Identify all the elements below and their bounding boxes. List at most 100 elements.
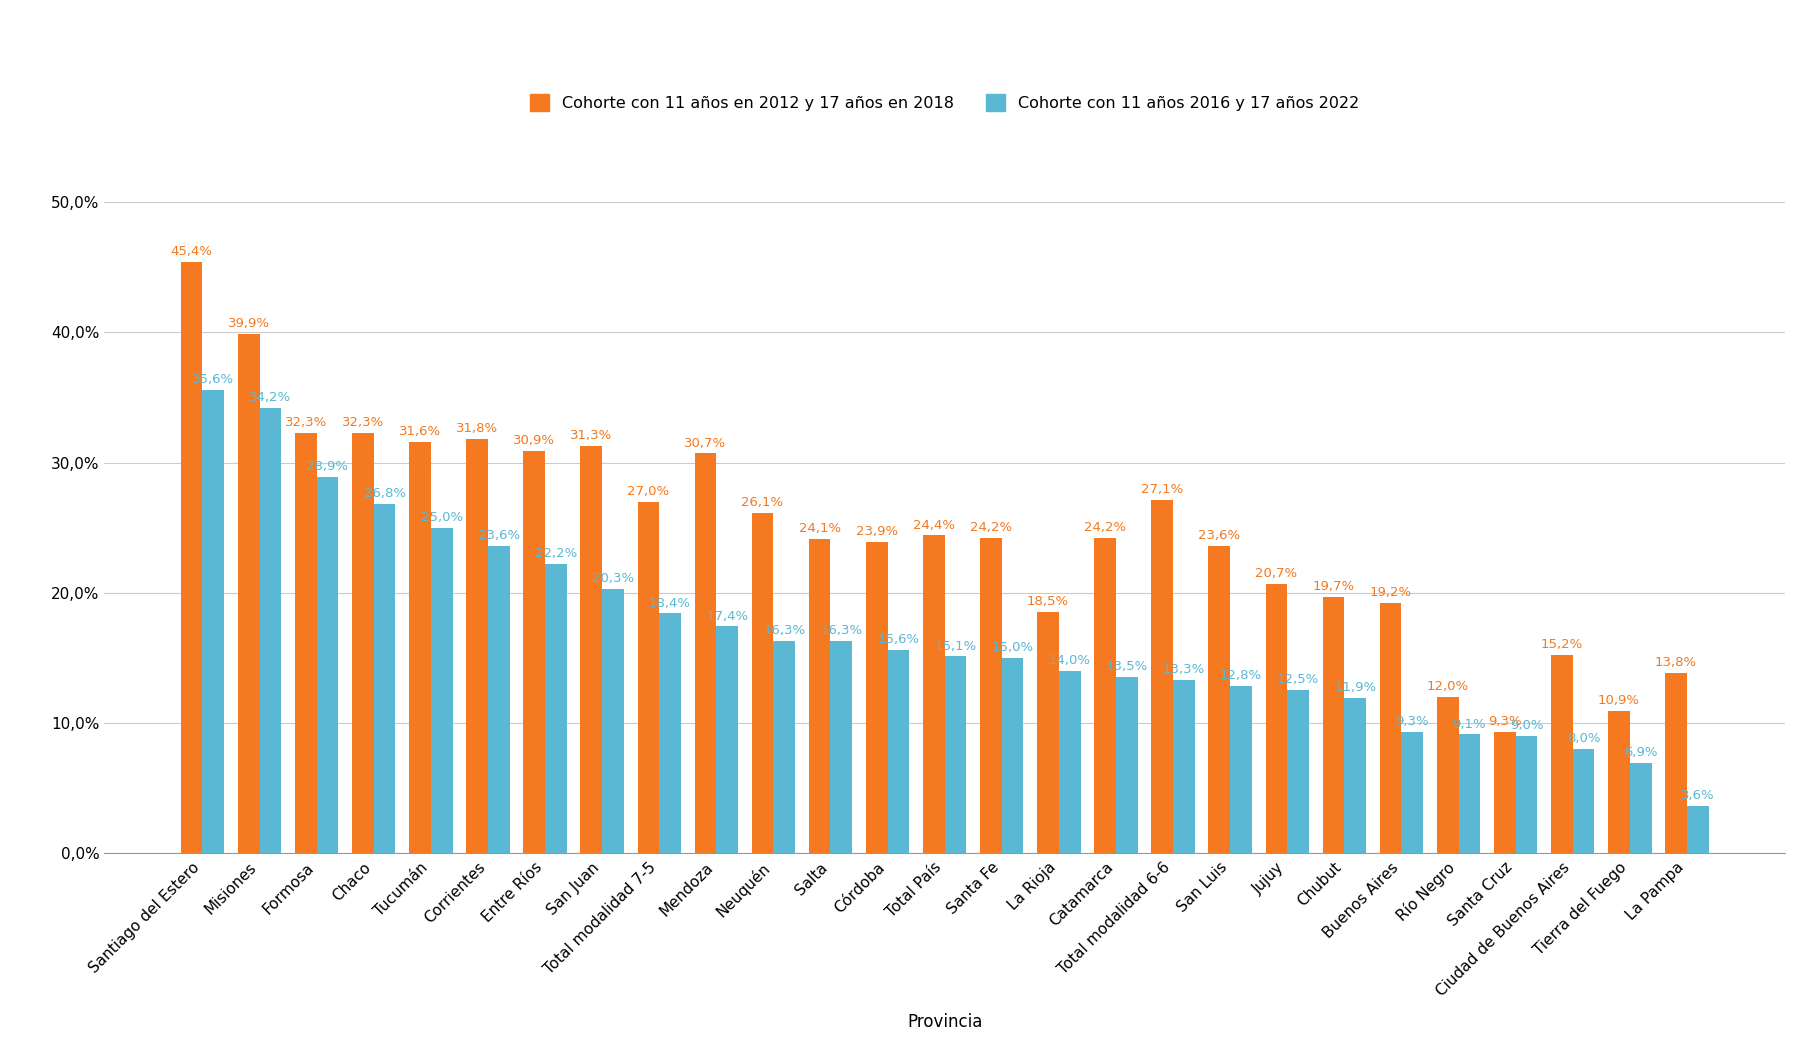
Text: 31,3%: 31,3% — [571, 429, 612, 441]
Text: 30,7%: 30,7% — [684, 436, 727, 450]
Text: 18,5%: 18,5% — [1028, 595, 1069, 609]
Bar — [1003, 658, 1024, 852]
Bar — [1516, 735, 1537, 852]
Text: 24,2%: 24,2% — [970, 521, 1012, 535]
Text: 23,6%: 23,6% — [1199, 529, 1240, 542]
Text: 3,6%: 3,6% — [1681, 789, 1715, 802]
Text: 11,9%: 11,9% — [1334, 681, 1377, 695]
Text: 20,7%: 20,7% — [1255, 567, 1298, 579]
Bar — [1094, 538, 1116, 852]
Text: 13,8%: 13,8% — [1654, 657, 1697, 669]
Bar — [295, 433, 317, 852]
Text: 18,4%: 18,4% — [650, 596, 691, 610]
Bar — [1174, 680, 1195, 852]
Legend: Cohorte con 11 años en 2012 y 17 años en 2018, Cohorte con 11 años 2016 y 17 año: Cohorte con 11 años en 2012 y 17 años en… — [524, 88, 1366, 117]
Bar — [1607, 711, 1629, 852]
Bar — [774, 641, 796, 852]
Bar — [1058, 670, 1080, 852]
Text: 27,0%: 27,0% — [626, 484, 670, 498]
Text: 16,3%: 16,3% — [821, 623, 862, 637]
Bar — [1265, 584, 1287, 852]
Bar — [637, 502, 659, 852]
Text: 45,4%: 45,4% — [171, 246, 212, 258]
Bar — [545, 564, 567, 852]
Text: 24,1%: 24,1% — [799, 522, 841, 536]
Bar — [752, 514, 774, 852]
Text: 32,3%: 32,3% — [342, 415, 383, 429]
Bar — [1687, 806, 1708, 852]
Text: 28,9%: 28,9% — [306, 460, 349, 473]
Text: 39,9%: 39,9% — [227, 317, 270, 329]
Text: 31,8%: 31,8% — [455, 423, 499, 435]
Text: 24,4%: 24,4% — [913, 519, 954, 531]
Bar — [716, 627, 738, 852]
Bar — [659, 613, 680, 852]
Bar — [374, 504, 396, 852]
Text: 13,5%: 13,5% — [1105, 660, 1148, 674]
Bar — [1037, 612, 1058, 852]
Text: 17,4%: 17,4% — [706, 610, 749, 622]
Bar — [1552, 655, 1573, 852]
Text: 32,3%: 32,3% — [284, 415, 328, 429]
Bar — [353, 433, 374, 852]
Text: 22,2%: 22,2% — [535, 547, 578, 561]
Text: 24,2%: 24,2% — [1084, 521, 1127, 535]
Text: 15,1%: 15,1% — [934, 639, 977, 653]
Text: 15,0%: 15,0% — [992, 641, 1033, 654]
Text: 19,7%: 19,7% — [1312, 579, 1355, 593]
Bar — [1381, 604, 1402, 852]
Text: 27,1%: 27,1% — [1141, 483, 1183, 497]
Text: 26,1%: 26,1% — [742, 497, 783, 509]
Bar — [238, 334, 259, 852]
Bar — [1665, 674, 1687, 852]
Text: 12,0%: 12,0% — [1427, 680, 1469, 692]
Text: 8,0%: 8,0% — [1566, 732, 1600, 745]
Text: 34,2%: 34,2% — [250, 391, 292, 404]
Text: 23,6%: 23,6% — [477, 529, 520, 542]
Bar — [866, 542, 887, 852]
Text: 9,3%: 9,3% — [1395, 715, 1429, 728]
Bar — [887, 650, 909, 852]
Text: 12,8%: 12,8% — [1220, 669, 1262, 682]
Text: 23,9%: 23,9% — [855, 525, 898, 538]
Bar — [180, 263, 202, 852]
Bar — [923, 536, 945, 852]
Bar — [317, 477, 338, 852]
Text: 15,2%: 15,2% — [1541, 638, 1582, 652]
Bar — [1287, 690, 1309, 852]
Bar — [580, 446, 603, 852]
Text: 12,5%: 12,5% — [1276, 674, 1319, 686]
Text: 31,6%: 31,6% — [400, 425, 441, 438]
Bar — [1494, 732, 1516, 852]
Text: 10,9%: 10,9% — [1598, 695, 1640, 707]
Bar — [1458, 734, 1480, 852]
Text: 14,0%: 14,0% — [1049, 654, 1091, 666]
Bar — [808, 540, 830, 852]
Text: 9,0%: 9,0% — [1510, 719, 1543, 732]
Bar — [1573, 749, 1595, 852]
Bar — [202, 390, 225, 852]
Text: 26,8%: 26,8% — [364, 487, 405, 500]
Bar — [603, 589, 625, 852]
Bar — [1208, 546, 1229, 852]
Bar — [1402, 732, 1424, 852]
Bar — [830, 641, 851, 852]
Bar — [466, 439, 488, 852]
Text: 9,3%: 9,3% — [1489, 715, 1521, 728]
Bar — [945, 657, 967, 852]
Bar — [430, 527, 452, 852]
Text: 13,3%: 13,3% — [1163, 663, 1204, 676]
Bar — [1323, 596, 1345, 852]
Text: 25,0%: 25,0% — [421, 510, 463, 524]
Bar — [1229, 686, 1251, 852]
Text: 35,6%: 35,6% — [193, 372, 234, 386]
Text: 15,6%: 15,6% — [877, 633, 920, 646]
Text: 30,9%: 30,9% — [513, 434, 554, 447]
X-axis label: Provincia: Provincia — [907, 1013, 983, 1031]
Bar — [1629, 764, 1652, 852]
Bar — [979, 538, 1003, 852]
Text: 9,1%: 9,1% — [1453, 718, 1487, 730]
Bar — [1152, 500, 1174, 852]
Text: 19,2%: 19,2% — [1370, 586, 1411, 599]
Text: 16,3%: 16,3% — [763, 623, 805, 637]
